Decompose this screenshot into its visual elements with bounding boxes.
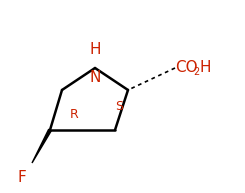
Text: R: R (70, 108, 78, 122)
Text: H: H (89, 42, 101, 58)
Text: N: N (89, 69, 101, 85)
Text: S: S (115, 100, 123, 113)
Text: 2: 2 (193, 67, 199, 77)
Polygon shape (32, 129, 51, 163)
Text: F: F (18, 170, 26, 185)
Text: H: H (199, 60, 210, 75)
Text: CO: CO (175, 60, 198, 75)
